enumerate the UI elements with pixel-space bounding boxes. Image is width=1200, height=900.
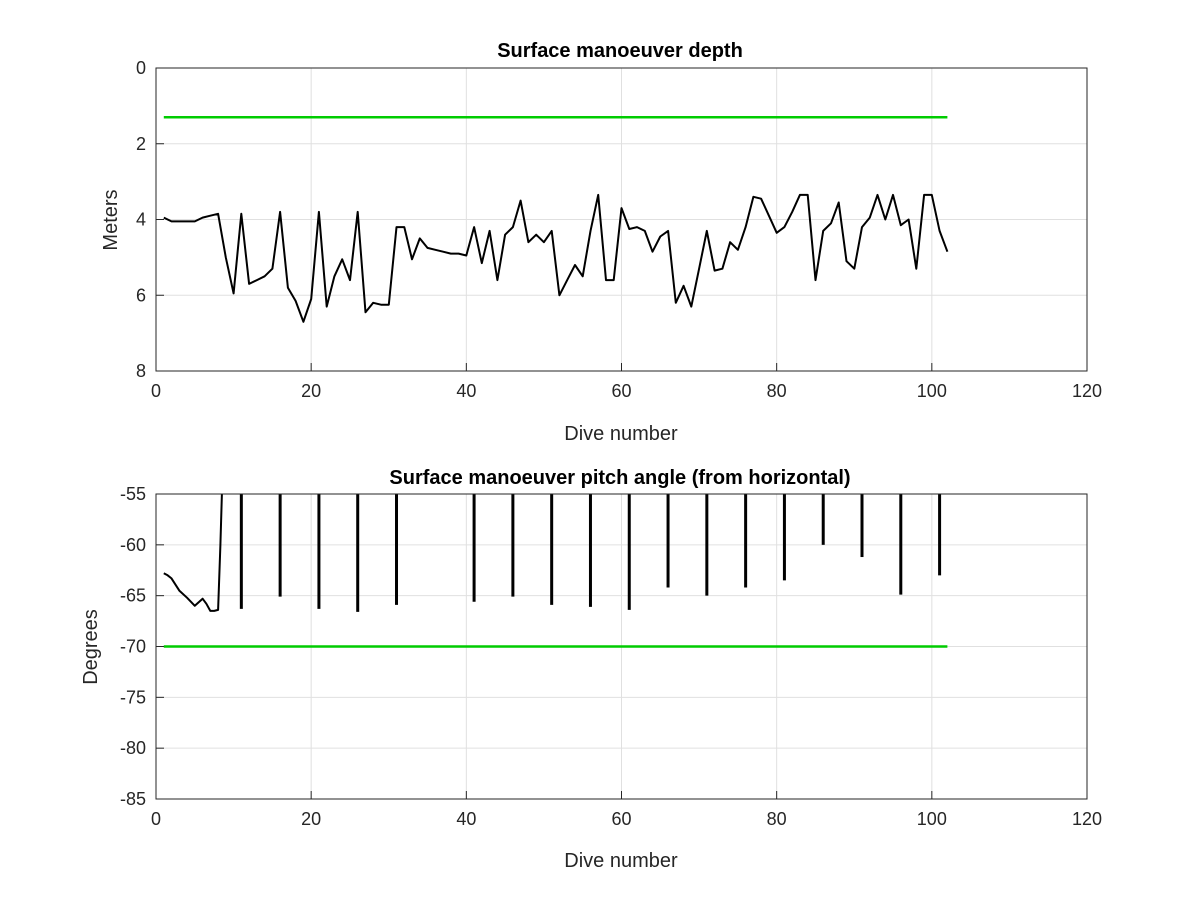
depth-plot-xtick-label: 60 <box>611 381 631 401</box>
pitch-plot-xtick-label: 0 <box>151 809 161 829</box>
pitch-plot-xtick-label: 120 <box>1072 809 1102 829</box>
depth-plot-ytick-label: 6 <box>136 285 146 305</box>
depth-plot-data-line <box>163 193 949 323</box>
pitch-plot-ytick-label: -75 <box>120 687 146 707</box>
pitch-plot-ytick-label: -65 <box>120 586 146 606</box>
pitch-plot-data-line <box>163 493 223 612</box>
pitch-plot-ytick-label: -70 <box>120 637 146 657</box>
depth-plot-xtick-label: 100 <box>917 381 947 401</box>
depth-plot-ytick-label: 2 <box>136 134 146 154</box>
depth-plot-ytick-label: 0 <box>136 58 146 78</box>
depth-plot-xtick-label: 40 <box>456 381 476 401</box>
depth-plot-ytick-label: 4 <box>136 210 146 230</box>
pitch-plot-xtick-label: 60 <box>611 809 631 829</box>
depth-plot-xtick-label: 20 <box>301 381 321 401</box>
depth-plot-ytick-label: 8 <box>136 361 146 381</box>
depth-plot-ylabel: Meters <box>100 189 122 250</box>
pitch-plot-ytick-label: -55 <box>120 484 146 504</box>
pitch-plot-xtick-label: 100 <box>917 809 947 829</box>
depth-plot-xlabel: Dive number <box>564 423 678 445</box>
pitch-plot-title: Surface manoeuver pitch angle (from hori… <box>389 467 850 489</box>
pitch-plot: Surface manoeuver pitch angle (from hori… <box>80 467 1102 872</box>
pitch-plot-xtick-label: 80 <box>767 809 787 829</box>
pitch-plot-xtick-label: 40 <box>456 809 476 829</box>
depth-plot-title: Surface manoeuver depth <box>497 40 743 62</box>
pitch-plot-ytick-label: -85 <box>120 789 146 809</box>
depth-plot-xtick-label: 120 <box>1072 381 1102 401</box>
depth-plot-xtick-label: 0 <box>151 381 161 401</box>
pitch-plot-xtick-label: 20 <box>301 809 321 829</box>
pitch-plot-ylabel: Degrees <box>80 609 102 685</box>
pitch-plot-ytick-label: -80 <box>120 738 146 758</box>
pitch-plot-xlabel: Dive number <box>564 850 678 872</box>
depth-plot-xtick-label: 80 <box>767 381 787 401</box>
depth-plot: Surface manoeuver depth 0 20 40 60 80 100 120 0… <box>100 40 1102 445</box>
pitch-plot-ytick-label: -60 <box>120 535 146 555</box>
